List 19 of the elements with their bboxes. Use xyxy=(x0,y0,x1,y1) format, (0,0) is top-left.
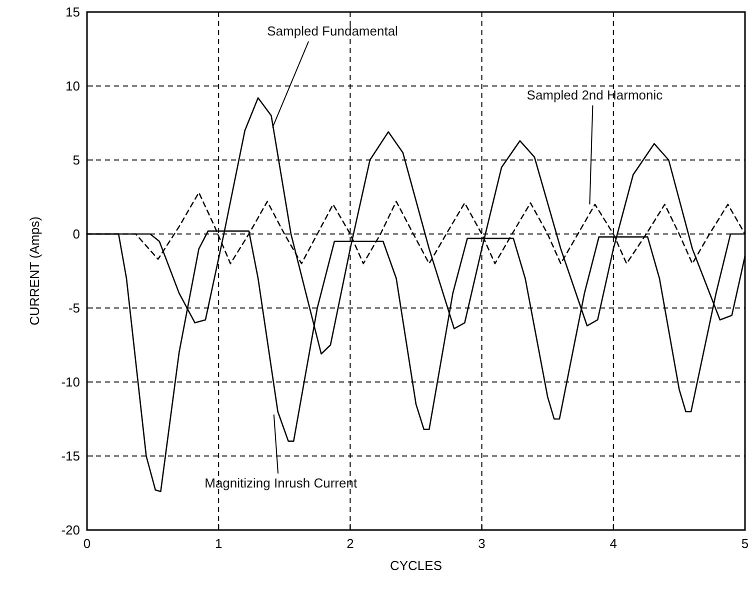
y-tick-label: -10 xyxy=(61,374,80,390)
x-tick-label: 4 xyxy=(610,536,618,551)
y-tick-label: -15 xyxy=(61,448,80,464)
y-tick-label: 5 xyxy=(72,152,80,168)
annotation: Sampled Fundamental xyxy=(267,23,398,38)
y-axis-title: CURRENT (Amps) xyxy=(27,216,42,326)
y-tick-label: 15 xyxy=(66,4,80,20)
annotation: Sampled 2nd Harmonic xyxy=(526,87,664,102)
x-tick-label: 1 xyxy=(214,536,222,551)
x-tick-label: 3 xyxy=(478,536,486,551)
x-tick-label: 0 xyxy=(83,536,91,551)
x-tick-label: 2 xyxy=(346,536,354,551)
annotation: Magnitizing Inrush Current xyxy=(204,476,358,491)
y-tick-label: 10 xyxy=(66,78,80,94)
x-tick-label: 5 xyxy=(741,536,748,551)
y-tick-label: -20 xyxy=(61,522,80,538)
x-axis-title: CYCLES xyxy=(390,558,442,573)
y-tick-label: 0 xyxy=(72,226,80,242)
y-tick-label: -5 xyxy=(68,300,80,316)
